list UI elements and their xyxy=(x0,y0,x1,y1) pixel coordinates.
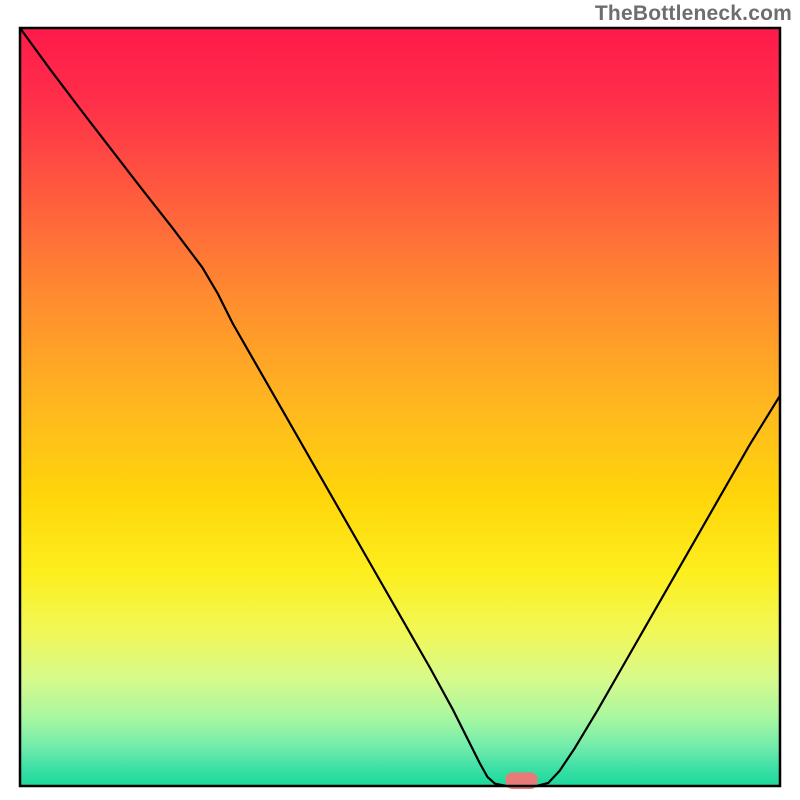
gradient-background xyxy=(20,28,780,786)
chart-container: TheBottleneck.com xyxy=(0,0,800,800)
bottleneck-chart xyxy=(0,0,800,800)
